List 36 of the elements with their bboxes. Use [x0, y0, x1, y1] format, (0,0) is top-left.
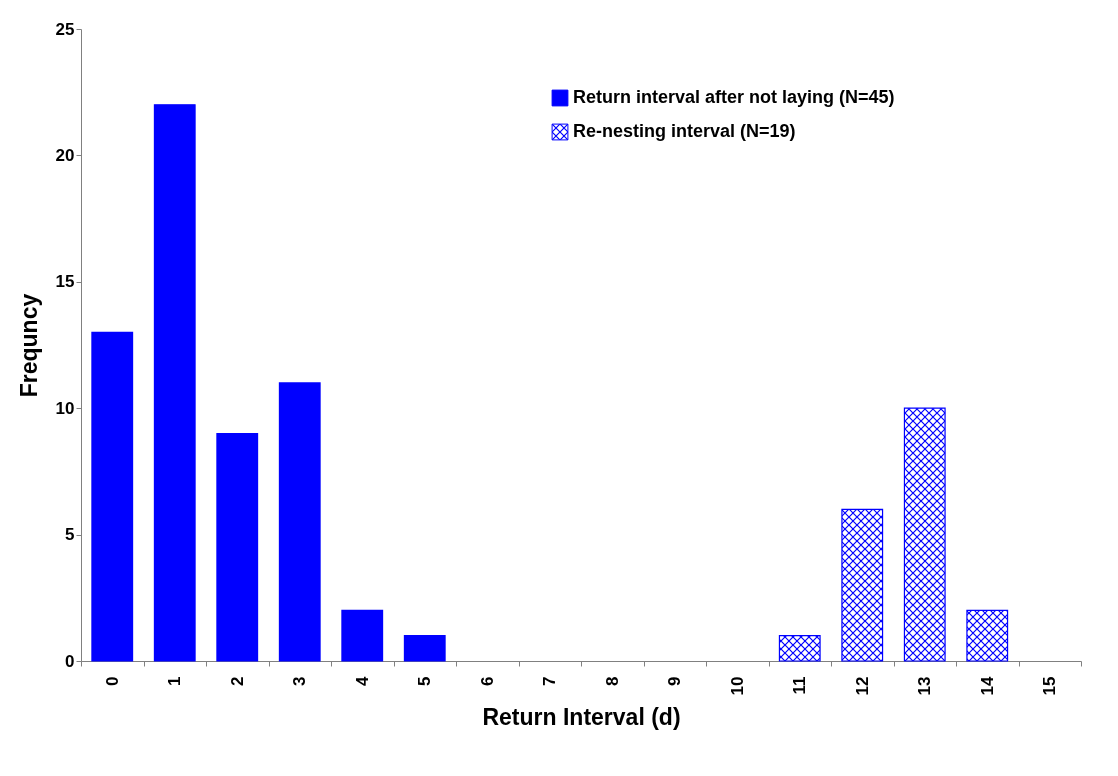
x-axis-title: Return Interval (d) [482, 704, 681, 731]
x-tick-label: 8 [602, 676, 622, 686]
x-tick-label: 13 [915, 676, 935, 696]
y-tick-label: 5 [65, 525, 75, 545]
y-tick-label: 25 [55, 19, 75, 39]
bar [153, 104, 196, 662]
x-tick-label: 12 [852, 676, 872, 696]
x-tick-label: 1 [165, 676, 185, 686]
x-tick-label: 14 [977, 675, 997, 696]
y-axis-title: Frequncy [15, 293, 42, 398]
bar [841, 508, 884, 662]
y-tick-label: 10 [55, 398, 75, 418]
x-tick-label: 3 [290, 676, 310, 686]
bar [278, 382, 321, 662]
x-tick-label: 10 [727, 676, 747, 696]
bar [91, 331, 134, 662]
bar [403, 635, 446, 662]
bar [778, 635, 821, 662]
bar [341, 609, 384, 662]
x-tick-label: 9 [665, 676, 685, 686]
x-tick-label: 6 [477, 676, 497, 686]
legend-label: Re-nesting interval (N=19) [573, 121, 796, 141]
x-tick-label: 5 [415, 676, 435, 686]
y-tick-label: 20 [55, 145, 75, 165]
bar [903, 407, 946, 662]
x-tick-label: 4 [352, 675, 372, 686]
x-tick-label: 2 [227, 676, 247, 686]
y-tick-label: 0 [65, 651, 75, 671]
x-tick-label: 0 [102, 676, 122, 686]
bar [216, 432, 259, 662]
x-tick-label: 7 [540, 676, 560, 686]
legend-label: Return interval after not laying (N=45) [573, 87, 895, 107]
x-tick-label: 11 [790, 676, 810, 695]
x-tick-label: 15 [1040, 676, 1060, 696]
bar [966, 609, 1009, 662]
y-tick-label: 15 [55, 272, 75, 292]
